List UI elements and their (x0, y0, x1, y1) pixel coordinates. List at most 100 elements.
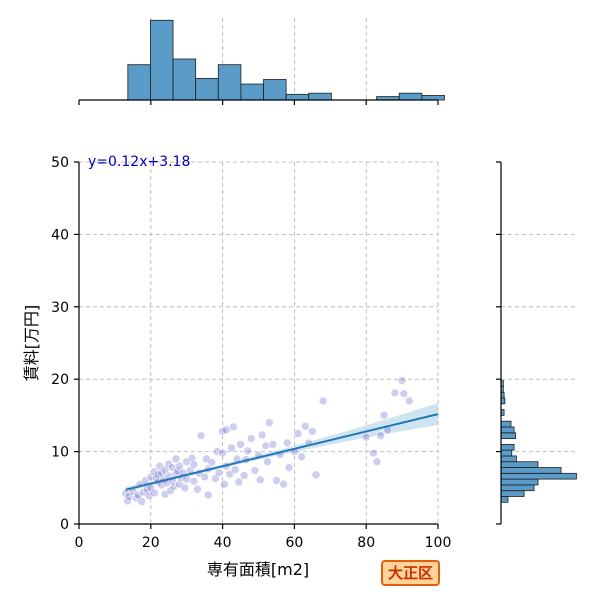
scatter-point (150, 467, 159, 477)
scatter-point (157, 469, 166, 478)
right-hist-bar (500, 455, 517, 463)
scatter-point (390, 388, 400, 398)
right-hist-bar (500, 484, 535, 492)
scatter-point (261, 441, 270, 451)
scatter-point (189, 460, 199, 469)
scatter-point (236, 440, 245, 449)
region-badge: 大正区 (381, 560, 441, 586)
x-tick-label: 80 (357, 535, 375, 551)
top-hist-bar (263, 79, 287, 101)
scatter-point (150, 488, 159, 498)
right-hist-bar (500, 478, 539, 486)
scatter-point (300, 421, 310, 431)
scatter-point (189, 476, 199, 486)
scatter-point (193, 484, 202, 494)
x-tick-label: 100 (425, 535, 452, 551)
top-hist-bar (150, 19, 174, 101)
scatter-point (272, 476, 281, 485)
right-hist-bar (500, 420, 512, 428)
top-hist-bar (308, 92, 332, 101)
scatter-point (230, 465, 240, 475)
scatter-point (318, 396, 328, 406)
scatter-point (229, 422, 238, 432)
scatter-point (196, 431, 206, 440)
scatter-point (264, 418, 274, 427)
x-tick-label: 40 (214, 535, 232, 551)
scatter-point (284, 463, 294, 472)
scatter-point (361, 432, 371, 442)
right-hist-bar (500, 461, 539, 468)
scatter-point (282, 438, 292, 448)
scatter-point (239, 471, 249, 480)
top-hist-bar (127, 64, 151, 101)
scatter-point (379, 411, 389, 420)
right-hist-bar (500, 490, 525, 497)
scatter-point (218, 448, 227, 458)
scatter-point (247, 434, 256, 443)
right-hist-bar (500, 432, 517, 439)
top-histogram (78, 18, 445, 105)
y-tick-label: 30 (51, 300, 69, 316)
scatter-point (123, 496, 132, 506)
scatter-point (166, 486, 175, 495)
scatter-point (257, 430, 267, 440)
scatter-point (146, 472, 156, 482)
scatter-point (214, 468, 224, 477)
right-hist-bar (500, 449, 513, 457)
scatter-point (200, 472, 209, 482)
scatter-point (137, 497, 147, 506)
right-hist-bar (500, 472, 577, 480)
scatter-point (404, 396, 414, 406)
top-hist-bar (240, 83, 264, 101)
right-hist-bar (500, 443, 515, 451)
scatter-point (164, 459, 174, 469)
right-hist-bar (500, 467, 562, 474)
right-histogram (496, 161, 578, 525)
scatter-point (169, 482, 179, 491)
scatter-point (263, 457, 272, 467)
scatter-point (227, 443, 236, 453)
scatter-point (268, 440, 278, 449)
top-hist-bar (398, 92, 423, 101)
scatter-point (180, 483, 190, 493)
scatter-point (212, 447, 222, 456)
y-tick-label: 10 (51, 445, 69, 461)
y-tick-label: 40 (51, 227, 69, 243)
scatter-point (399, 389, 409, 398)
y-tick-label: 20 (51, 372, 69, 388)
x-tick-label: 60 (285, 535, 303, 551)
scatter-point (171, 454, 181, 464)
scatter-point (250, 466, 260, 475)
scatter-point (173, 466, 183, 476)
y-tick-label: 50 (51, 155, 69, 171)
scatter-point (293, 429, 303, 438)
scatter-point (369, 448, 378, 458)
scatter-point (187, 453, 197, 463)
scatter-point (376, 431, 385, 440)
scatter-point (243, 446, 253, 456)
x-tick-label: 20 (142, 535, 160, 551)
y-axis-label: 賃料[万円] (22, 305, 41, 382)
scatter-point (175, 461, 184, 471)
x-tick-label: 0 (75, 535, 84, 551)
scatter-point (397, 376, 407, 385)
scatter-point (144, 491, 154, 501)
scatter-point (203, 490, 213, 500)
scatter-point (311, 470, 321, 480)
top-hist-bar (421, 95, 445, 101)
scatter-point (234, 477, 244, 487)
right-hist-bar (500, 426, 515, 434)
main-scatter-plot: 0 20 40 60 80 100 0 10 20 30 40 50 (51, 155, 451, 551)
top-hist-bar (172, 58, 197, 101)
scatter-point (308, 427, 317, 436)
scatter-point (255, 475, 265, 485)
top-hist-bar (195, 77, 219, 101)
right-hist-bar (500, 496, 509, 503)
scatter-point (207, 458, 217, 467)
scatter-point (124, 492, 134, 501)
x-axis-label: 専有面積[m2] (207, 560, 309, 579)
scatter-point (221, 425, 231, 435)
y-tick-label: 0 (60, 517, 69, 533)
scatter-point (133, 490, 143, 500)
